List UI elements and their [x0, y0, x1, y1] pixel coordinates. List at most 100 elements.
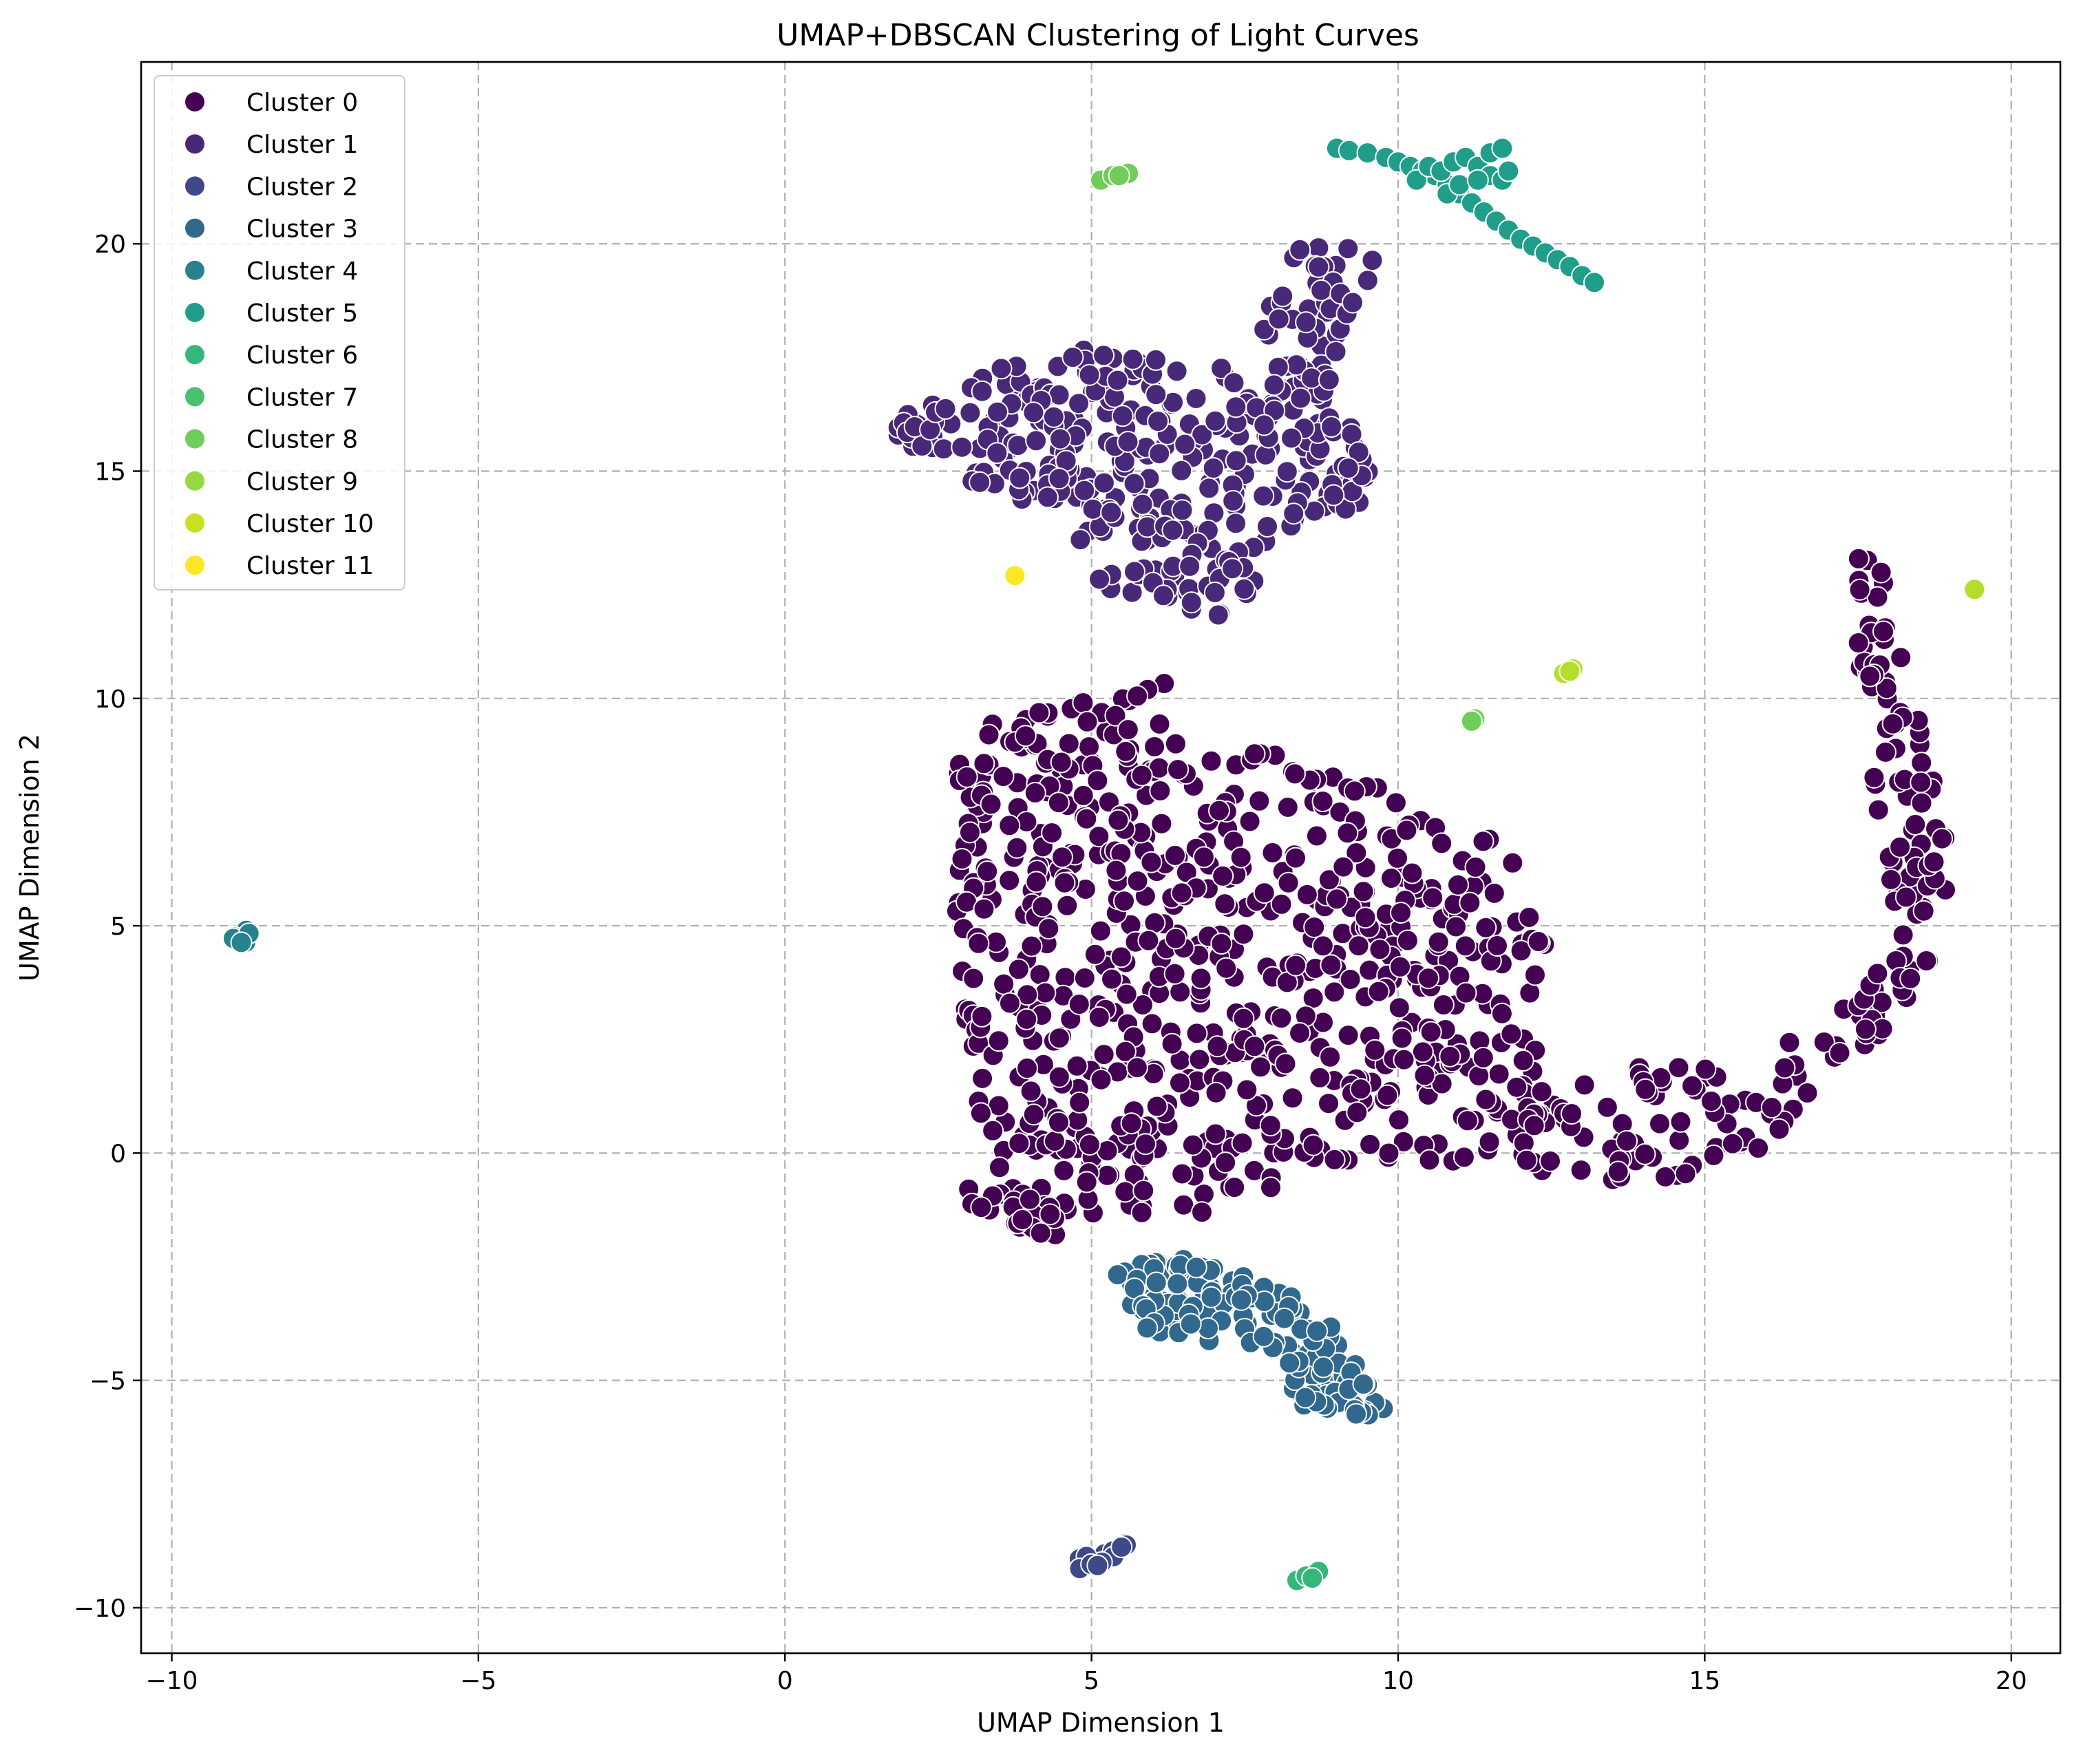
data-point [992, 765, 1015, 788]
data-point [1337, 457, 1360, 480]
data-point [1881, 712, 1904, 735]
data-point [1320, 954, 1342, 977]
legend-label: Cluster 5 [246, 299, 358, 328]
data-point [978, 723, 1000, 746]
data-point [1867, 798, 1890, 821]
data-point [1075, 807, 1098, 830]
data-point [1273, 1307, 1296, 1330]
data-point [1078, 363, 1101, 386]
data-point [1361, 249, 1384, 272]
data-point [1377, 1142, 1400, 1165]
data-point [1700, 1090, 1722, 1112]
data-point [1114, 1180, 1137, 1203]
data-point [1053, 871, 1076, 894]
data-point [1303, 916, 1326, 939]
data-point [1931, 827, 1954, 850]
data-point [1270, 893, 1293, 915]
data-point [1349, 1078, 1372, 1101]
data-point [1674, 1162, 1697, 1185]
data-point [1031, 895, 1054, 918]
series-cluster-8 [1552, 657, 1584, 685]
data-point [1318, 368, 1340, 391]
data-point [1238, 810, 1261, 833]
data-point [976, 860, 999, 883]
y-tick-label: 20 [94, 231, 126, 259]
data-point [1104, 704, 1127, 727]
axis-ticks: −10 −5 0 5 10 15 20 −10 −5 0 5 10 15 20 [74, 231, 2027, 1695]
data-point [1110, 946, 1132, 968]
data-point [1243, 743, 1266, 765]
data-point [1069, 529, 1092, 551]
data-point [1318, 869, 1340, 891]
data-point [1088, 568, 1111, 591]
data-point [1171, 1162, 1194, 1185]
data-point [1072, 692, 1095, 714]
data-point [1523, 1114, 1545, 1137]
legend-label: Cluster 1 [246, 131, 358, 159]
data-point [951, 848, 973, 870]
data-point [1500, 1023, 1523, 1045]
data-point [1506, 1076, 1528, 1098]
data-point [1042, 405, 1065, 428]
legend-marker [185, 345, 204, 365]
data-point [1233, 577, 1256, 600]
data-point [1048, 1111, 1070, 1134]
data-point [1376, 1084, 1399, 1107]
data-point [1016, 1057, 1039, 1079]
data-point [1472, 1046, 1494, 1069]
data-point [1185, 1022, 1208, 1045]
data-point [1236, 1078, 1258, 1101]
data-point [1210, 357, 1232, 380]
data-point [1464, 856, 1487, 878]
series-cluster-4 [222, 919, 260, 954]
legend-item: Cluster 3 [185, 215, 358, 244]
data-point [1179, 1313, 1202, 1335]
data-point [1141, 1012, 1163, 1035]
data-point [1164, 732, 1187, 755]
y-tick-label: 10 [94, 686, 126, 714]
legend-item: Cluster 5 [185, 299, 358, 328]
data-point [1221, 557, 1244, 580]
data-point [1497, 160, 1520, 182]
data-point [1654, 1165, 1677, 1188]
data-point [1439, 1045, 1461, 1067]
data-point [1214, 893, 1236, 915]
legend-marker [185, 92, 204, 111]
data-point [1307, 237, 1330, 259]
data-point [1150, 812, 1173, 835]
data-point [955, 765, 978, 788]
data-point [1295, 311, 1318, 334]
data-point [982, 1119, 1004, 1142]
data-point [1352, 1373, 1375, 1395]
data-point [1130, 764, 1153, 787]
data-point [1411, 1041, 1434, 1063]
legend-label: Cluster 9 [246, 468, 358, 496]
data-point [1323, 1148, 1346, 1171]
data-point [1054, 966, 1077, 989]
data-point [1107, 809, 1130, 831]
data-point [1136, 1317, 1159, 1339]
data-point [1225, 512, 1247, 535]
legend: Cluster 0 Cluster 1 Cluster 2 Cluster 3 Clus… [154, 75, 405, 591]
legend-item: Cluster 7 [185, 383, 358, 412]
data-point [1289, 1022, 1311, 1044]
data-point [1185, 387, 1207, 410]
data-point [1016, 984, 1039, 1006]
legend-item: Cluster 6 [185, 341, 358, 370]
data-point [1068, 1091, 1091, 1114]
data-point [1347, 935, 1370, 957]
data-point [1364, 1039, 1386, 1061]
data-point [1573, 1074, 1596, 1096]
data-point [1616, 1129, 1638, 1152]
data-point [1214, 1151, 1237, 1174]
data-point [1347, 441, 1370, 463]
data-point [1336, 822, 1359, 844]
data-point [1892, 924, 1914, 946]
legend-marker [185, 471, 204, 491]
data-point [1343, 780, 1366, 803]
data-point [1053, 1159, 1075, 1182]
data-point [1395, 819, 1418, 842]
data-point [1483, 882, 1506, 904]
data-point [1222, 489, 1245, 512]
